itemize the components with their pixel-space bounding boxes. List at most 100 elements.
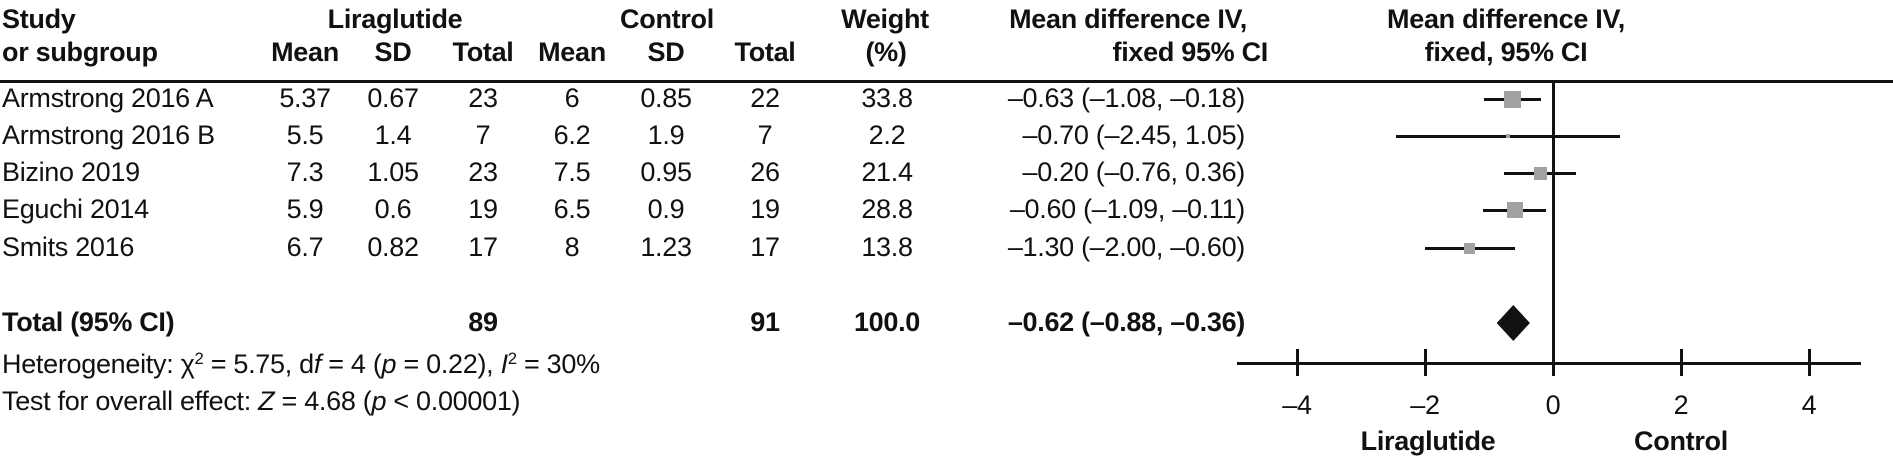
overall-effect-text: Test for overall effect: Z = 4.68 (p < 0… — [2, 383, 521, 420]
control-total-value: 17 — [750, 232, 780, 262]
pooled-effect-diamond — [1496, 305, 1530, 341]
liraglutide-total-value: 23 — [468, 83, 498, 113]
col-header-control-total: Total — [734, 37, 796, 67]
x-axis-line — [1237, 361, 1861, 365]
weight-value: 28.8 — [861, 194, 913, 224]
zero-effect-line — [1551, 82, 1555, 376]
col-header-md-text-line1: Mean difference IV, — [1009, 4, 1247, 34]
table-row: Armstrong 2016 B 5.5 1.4 7 6.2 1.9 7 2.2… — [0, 117, 1893, 154]
study-name: Bizino 2019 — [2, 157, 140, 187]
footnote-segment: p — [381, 349, 397, 379]
header-divider-line — [0, 80, 1893, 83]
study-name: Armstrong 2016 B — [2, 120, 215, 150]
col-header-liraglutide-sd: SD — [374, 37, 412, 67]
mean-difference-ci-text: –0.63 (–1.08, –0.18) — [1007, 83, 1245, 113]
total-weight: 100.0 — [853, 307, 921, 337]
liraglutide-mean-value: 5.5 — [286, 120, 324, 150]
mean-difference-ci-text: –0.60 (–1.09, –0.11) — [1009, 194, 1245, 224]
effect-size-marker — [1464, 242, 1476, 254]
effect-size-marker — [1506, 202, 1523, 218]
control-sd-value: 0.85 — [640, 83, 692, 113]
axis-tick-label: –4 — [1282, 390, 1312, 420]
footnote-segment: = 4.68 ( — [274, 386, 372, 416]
effect-size-marker — [1504, 90, 1522, 108]
col-header-liraglutide-mean: Mean — [271, 37, 339, 67]
liraglutide-sd-value: 1.05 — [367, 157, 419, 187]
axis-tick-label: 0 — [1545, 390, 1561, 420]
control-sd-value: 1.23 — [640, 232, 692, 262]
control-mean-value: 6.5 — [553, 194, 591, 224]
table-row: Armstrong 2016 A 5.37 0.67 23 6 0.85 22 … — [0, 80, 1893, 117]
plot-header-md-line2: fixed, 95% CI — [1424, 37, 1588, 67]
x-axis-tick — [1295, 349, 1299, 376]
footnote-segment: = 0.22), — [396, 349, 501, 379]
control-sd-value: 0.95 — [640, 157, 692, 187]
control-total-value: 7 — [757, 120, 773, 150]
footnote-segment: = 5.75, d — [203, 349, 314, 379]
control-total-value: 19 — [750, 194, 780, 224]
control-mean-value: 7.5 — [553, 157, 591, 187]
liraglutide-sd-value: 0.82 — [367, 232, 419, 262]
control-mean-value: 6 — [564, 83, 580, 113]
control-total-sum: 91 — [750, 307, 780, 337]
liraglutide-sd-value: 1.4 — [374, 120, 412, 150]
study-name: Eguchi 2014 — [2, 194, 149, 224]
total-row: Total (95% CI) 89 91 100.0 –0.62 (–0.88,… — [0, 304, 1893, 341]
col-header-weight-line2: (%) — [865, 37, 907, 67]
mean-difference-ci-text: –1.30 (–2.00, –0.60) — [1007, 232, 1245, 262]
axis-tick-label: –2 — [1410, 390, 1440, 420]
heterogeneity-text: Heterogeneity: χ 2 = 5.75, df = 4 (p = 0.… — [2, 346, 600, 383]
col-header-control-mean: Mean — [538, 37, 606, 67]
plot-header-md-line1: Mean difference IV, — [1387, 4, 1625, 34]
control-mean-value: 6.2 — [553, 120, 591, 150]
footnote-segment: f — [313, 349, 322, 379]
footnote-segment: < 0.00001) — [386, 386, 521, 416]
liraglutide-total-value: 7 — [475, 120, 491, 150]
table-row: Bizino 2019 7.3 1.05 23 7.5 0.95 26 21.4… — [0, 154, 1893, 191]
control-total-value: 22 — [750, 83, 780, 113]
weight-value: 2.2 — [868, 120, 906, 150]
weight-value: 21.4 — [861, 157, 913, 187]
footnote-segment: p — [371, 386, 387, 416]
footnote-segment: Heterogeneity: χ — [2, 349, 195, 379]
table-row: Smits 2016 6.7 0.82 17 8 1.23 17 13.8 –1… — [0, 229, 1893, 266]
col-header-control-sd: SD — [647, 37, 685, 67]
table-row: Eguchi 2014 5.9 0.6 19 6.5 0.9 19 28.8 –… — [0, 191, 1893, 228]
effect-size-marker — [1533, 166, 1547, 180]
mean-difference-ci-text: –0.20 (–0.76, 0.36) — [1022, 157, 1246, 187]
liraglutide-mean-value: 5.37 — [279, 83, 331, 113]
control-sd-value: 1.9 — [647, 120, 685, 150]
liraglutide-sd-value: 0.67 — [367, 83, 419, 113]
axis-label-control: Control — [1634, 426, 1728, 456]
weight-value: 13.8 — [861, 232, 913, 262]
footnote-segment: Test for overall effect: — [2, 386, 259, 416]
control-mean-value: 8 — [564, 232, 580, 262]
liraglutide-mean-value: 6.7 — [286, 232, 324, 262]
total-label: Total (95% CI) — [2, 307, 175, 337]
total-mean-difference-ci-text: –0.62 (–0.88, –0.36) — [1007, 307, 1245, 337]
liraglutide-sd-value: 0.6 — [374, 194, 412, 224]
effect-size-marker — [1506, 134, 1511, 138]
study-name: Armstrong 2016 A — [2, 83, 214, 113]
col-header-study-line2: or subgroup — [2, 37, 158, 67]
axis-label-liraglutide: Liraglutide — [1360, 426, 1496, 456]
footnote-segment: = 4 ( — [321, 349, 382, 379]
footnote-segment: I — [500, 349, 509, 379]
col-header-weight-line1: Weight — [841, 4, 929, 34]
control-sd-value: 0.9 — [647, 194, 685, 224]
group-header-liraglutide: Liraglutide — [327, 4, 463, 34]
col-header-md-text-line2: fixed 95% CI — [1112, 37, 1269, 67]
study-name: Smits 2016 — [2, 232, 135, 262]
x-axis-tick — [1679, 349, 1683, 376]
axis-tick-label: 4 — [1801, 390, 1817, 420]
footnote-segment: = 30% — [516, 349, 600, 379]
liraglutide-mean-value: 7.3 — [286, 157, 324, 187]
weight-value: 33.8 — [861, 83, 913, 113]
liraglutide-total-value: 19 — [468, 194, 498, 224]
control-total-value: 26 — [750, 157, 780, 187]
footnote-segment: 2 — [507, 348, 517, 368]
col-header-study-line1: Study — [2, 4, 76, 34]
liraglutide-total-sum: 89 — [468, 307, 498, 337]
